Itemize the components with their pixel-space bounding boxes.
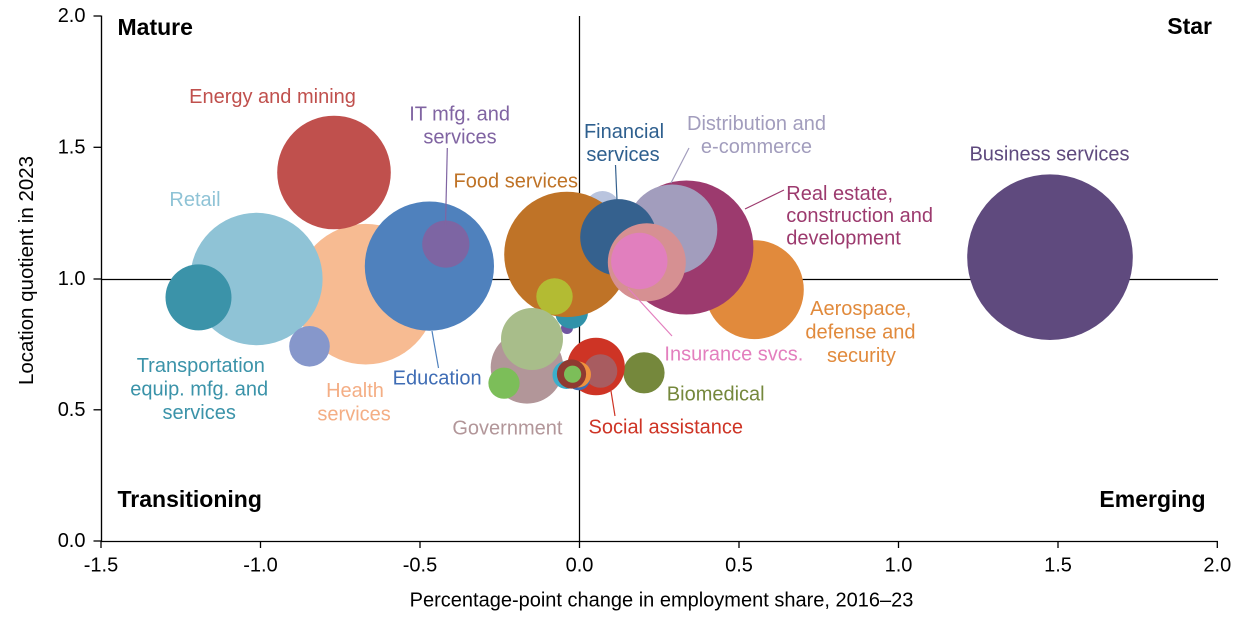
svg-text:1.5: 1.5 xyxy=(58,136,86,158)
svg-text:Percentage-point change in emp: Percentage-point change in employment sh… xyxy=(410,590,914,612)
svg-text:Biomedical: Biomedical xyxy=(667,384,765,406)
svg-text:1.0: 1.0 xyxy=(885,555,913,577)
svg-text:e-commerce: e-commerce xyxy=(701,136,812,158)
svg-text:1.0: 1.0 xyxy=(58,268,86,290)
svg-text:Financial: Financial xyxy=(584,121,664,143)
svg-text:defense and: defense and xyxy=(805,322,915,344)
svg-text:Transportation: Transportation xyxy=(137,355,265,377)
svg-text:services: services xyxy=(586,144,659,166)
svg-text:Education: Education xyxy=(393,367,482,389)
svg-text:-1.0: -1.0 xyxy=(243,555,277,577)
svg-text:development: development xyxy=(786,228,901,250)
svg-text:Distribution and: Distribution and xyxy=(687,113,826,135)
svg-text:services: services xyxy=(163,402,236,424)
svg-text:services: services xyxy=(317,403,390,425)
svg-text:Food services: Food services xyxy=(454,171,579,193)
svg-text:2.0: 2.0 xyxy=(58,5,86,27)
svg-text:-0.5: -0.5 xyxy=(403,555,437,577)
svg-text:Location quotient in 2023: Location quotient in 2023 xyxy=(15,156,38,385)
svg-text:Social assistance: Social assistance xyxy=(589,417,744,439)
svg-text:construction and: construction and xyxy=(786,205,933,227)
svg-text:Energy and mining: Energy and mining xyxy=(189,86,356,108)
svg-text:0.0: 0.0 xyxy=(566,555,594,577)
svg-text:Mature: Mature xyxy=(118,14,193,40)
svg-text:equip. mfg. and: equip. mfg. and xyxy=(130,378,268,400)
svg-text:Star: Star xyxy=(1167,13,1212,39)
svg-text:Transitioning: Transitioning xyxy=(118,486,262,512)
svg-text:0.0: 0.0 xyxy=(58,530,86,552)
svg-text:services: services xyxy=(423,127,496,149)
svg-text:2.0: 2.0 xyxy=(1203,555,1231,577)
svg-text:0.5: 0.5 xyxy=(58,399,86,421)
svg-text:Business services: Business services xyxy=(969,144,1129,166)
svg-text:Government: Government xyxy=(452,417,562,439)
svg-text:Aerospace,: Aerospace, xyxy=(810,298,911,320)
svg-text:Retail: Retail xyxy=(169,189,220,211)
svg-text:Emerging: Emerging xyxy=(1099,486,1205,512)
svg-text:security: security xyxy=(827,345,896,367)
svg-text:Real estate,: Real estate, xyxy=(786,183,893,205)
svg-text:0.5: 0.5 xyxy=(725,555,753,577)
svg-text:1.5: 1.5 xyxy=(1044,555,1072,577)
svg-text:Insurance svcs.: Insurance svcs. xyxy=(664,344,803,366)
svg-text:IT mfg. and: IT mfg. and xyxy=(409,104,510,126)
svg-text:Health: Health xyxy=(326,380,384,402)
svg-text:-1.5: -1.5 xyxy=(84,555,118,577)
